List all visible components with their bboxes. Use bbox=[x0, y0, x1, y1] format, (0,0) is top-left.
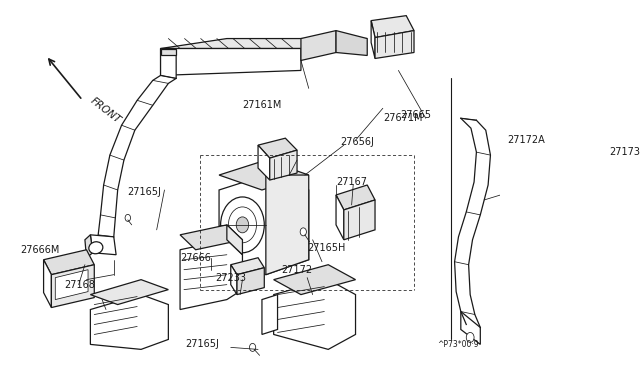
Text: 27666: 27666 bbox=[180, 253, 211, 263]
Polygon shape bbox=[344, 200, 375, 240]
Polygon shape bbox=[219, 160, 308, 190]
Polygon shape bbox=[219, 175, 308, 275]
Circle shape bbox=[228, 207, 257, 243]
Text: 27233: 27233 bbox=[215, 273, 246, 283]
Text: 27671M: 27671M bbox=[383, 113, 422, 123]
Polygon shape bbox=[274, 265, 356, 295]
Polygon shape bbox=[180, 225, 243, 250]
Polygon shape bbox=[371, 16, 414, 38]
Polygon shape bbox=[161, 48, 176, 78]
Circle shape bbox=[500, 168, 507, 176]
Text: 27665: 27665 bbox=[400, 110, 431, 120]
Polygon shape bbox=[44, 260, 51, 308]
Polygon shape bbox=[237, 268, 264, 295]
Polygon shape bbox=[301, 31, 336, 61]
Polygon shape bbox=[336, 185, 375, 210]
Circle shape bbox=[467, 333, 474, 342]
Text: ^P73*00·9: ^P73*00·9 bbox=[437, 340, 479, 349]
Text: 27165H: 27165H bbox=[307, 243, 346, 253]
Polygon shape bbox=[55, 270, 88, 299]
Polygon shape bbox=[161, 48, 301, 76]
Polygon shape bbox=[90, 295, 168, 349]
Polygon shape bbox=[161, 39, 367, 48]
Polygon shape bbox=[90, 280, 168, 305]
Text: 27167: 27167 bbox=[336, 177, 367, 187]
Text: 27172A: 27172A bbox=[508, 135, 545, 145]
Polygon shape bbox=[85, 235, 93, 258]
Text: 27666M: 27666M bbox=[20, 245, 60, 255]
Text: 27656J: 27656J bbox=[340, 137, 374, 147]
Polygon shape bbox=[161, 48, 176, 55]
Polygon shape bbox=[231, 265, 237, 295]
Text: 27165J: 27165J bbox=[127, 187, 161, 197]
Circle shape bbox=[125, 214, 131, 221]
Text: 27172: 27172 bbox=[282, 265, 312, 275]
Circle shape bbox=[250, 343, 256, 352]
Text: FRONT: FRONT bbox=[88, 95, 122, 125]
Polygon shape bbox=[336, 195, 344, 240]
Circle shape bbox=[300, 228, 307, 236]
Ellipse shape bbox=[89, 242, 103, 254]
Text: 27173: 27173 bbox=[609, 147, 640, 157]
Polygon shape bbox=[44, 250, 94, 275]
Polygon shape bbox=[461, 311, 480, 344]
Polygon shape bbox=[269, 150, 297, 180]
Polygon shape bbox=[371, 20, 375, 58]
Polygon shape bbox=[51, 265, 94, 308]
Text: 27168: 27168 bbox=[65, 280, 95, 290]
Polygon shape bbox=[274, 280, 356, 349]
Polygon shape bbox=[258, 138, 297, 158]
Text: 27165J: 27165J bbox=[186, 339, 220, 349]
Polygon shape bbox=[90, 235, 116, 255]
Circle shape bbox=[236, 217, 249, 233]
Polygon shape bbox=[336, 31, 367, 55]
Polygon shape bbox=[262, 295, 278, 334]
Circle shape bbox=[221, 197, 264, 253]
Polygon shape bbox=[231, 258, 264, 275]
Polygon shape bbox=[375, 31, 414, 58]
Polygon shape bbox=[180, 240, 243, 310]
Text: 27161M: 27161M bbox=[243, 100, 282, 110]
Polygon shape bbox=[266, 175, 308, 275]
Polygon shape bbox=[227, 225, 243, 255]
Polygon shape bbox=[258, 145, 269, 180]
